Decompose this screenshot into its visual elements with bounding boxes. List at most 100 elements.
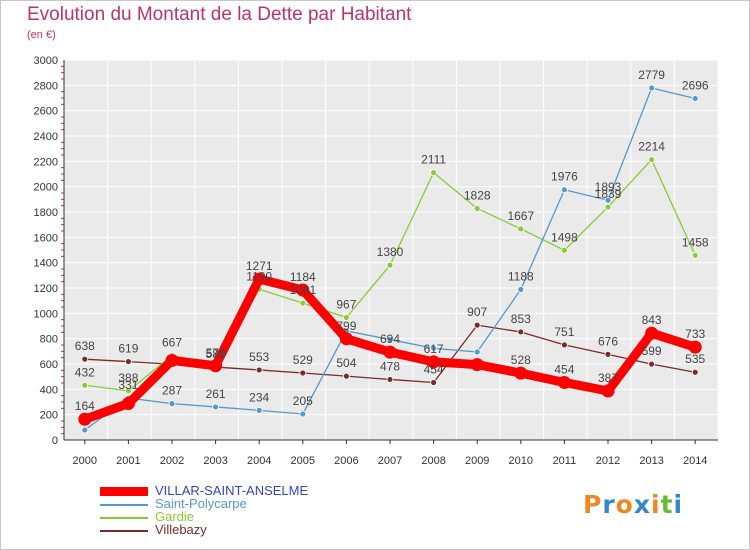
data-label: 529 [293, 353, 313, 367]
data-label: 261 [206, 387, 226, 401]
data-label: 676 [598, 334, 618, 348]
y-tick-label: 0 [52, 435, 58, 447]
data-point [165, 353, 179, 367]
data-label: 694 [380, 332, 400, 346]
data-label: 967 [336, 298, 356, 312]
x-tick-label: 2009 [465, 455, 489, 467]
data-point [604, 203, 612, 211]
y-tick-label: 1400 [34, 258, 58, 270]
data-point [688, 340, 702, 354]
data-point [383, 345, 397, 359]
data-point [561, 341, 568, 349]
data-point [604, 196, 612, 204]
data-point [299, 410, 307, 418]
data-point [561, 186, 568, 194]
data-label: 528 [511, 353, 531, 367]
y-tick-label: 1200 [34, 283, 58, 295]
data-point [473, 348, 481, 356]
data-label: 1188 [508, 270, 534, 284]
data-label: 287 [162, 384, 182, 398]
data-point [168, 400, 176, 408]
y-tick-label: 1800 [34, 207, 58, 219]
data-label: 1184 [290, 270, 316, 284]
data-point [473, 205, 481, 212]
data-point [296, 283, 310, 297]
data-point [386, 261, 394, 269]
data-point [81, 355, 89, 363]
legend-swatch [100, 530, 148, 532]
data-point [386, 336, 394, 343]
data-label: 205 [293, 394, 313, 408]
data-point [124, 358, 132, 365]
data-point [691, 251, 699, 259]
data-point [209, 359, 223, 373]
data-point [645, 326, 659, 340]
data-point [691, 368, 699, 376]
x-tick-label: 2001 [116, 455, 140, 467]
data-point [430, 344, 438, 352]
x-tick-label: 2010 [509, 455, 533, 467]
data-point [430, 379, 438, 386]
data-point [342, 372, 350, 380]
data-point [81, 381, 89, 389]
legend-swatch [100, 517, 148, 519]
data-point [255, 366, 263, 374]
x-tick-label: 2007 [378, 455, 402, 467]
data-point [601, 384, 615, 398]
data-point [427, 355, 441, 369]
data-label: 535 [685, 352, 705, 366]
legend-label: Gardie [155, 509, 195, 524]
data-label: 733 [685, 327, 705, 341]
data-label: 617 [424, 342, 444, 356]
y-tick-label: 2800 [34, 80, 58, 92]
y-tick-label: 1600 [34, 232, 58, 244]
data-label: 599 [642, 344, 662, 358]
x-tick-label: 2012 [596, 455, 620, 467]
data-point [514, 366, 528, 380]
legend-swatch [100, 487, 148, 496]
data-point [78, 412, 92, 426]
data-label: 504 [336, 356, 356, 370]
data-label: 586 [206, 347, 226, 361]
y-tick-label: 1000 [34, 308, 58, 320]
chart-unit: (en €) [27, 29, 56, 41]
data-label: 853 [511, 312, 531, 326]
data-point [648, 360, 655, 368]
x-tick-label: 2000 [73, 455, 97, 467]
data-label: 1893 [595, 180, 622, 194]
data-label: 454 [424, 362, 444, 376]
legend-label: Villebazy [155, 522, 207, 537]
data-label: 553 [249, 350, 269, 364]
data-point [299, 369, 307, 377]
data-point [430, 169, 438, 177]
data-point [339, 332, 353, 346]
data-point [648, 84, 655, 92]
legend-swatch [100, 504, 148, 506]
x-tick-label: 2008 [421, 455, 445, 467]
legend-label: Saint-Polycarpe [155, 496, 247, 511]
y-tick-label: 2000 [34, 182, 58, 194]
data-point [470, 358, 484, 372]
data-label: 478 [380, 359, 400, 373]
data-label: 667 [162, 336, 182, 350]
data-point [81, 426, 89, 434]
data-point [473, 321, 481, 329]
data-label: 1081 [289, 283, 316, 297]
data-label: 1190 [246, 269, 272, 283]
x-tick-label: 2005 [291, 455, 315, 467]
y-tick-label: 800 [40, 334, 58, 346]
chart-title: Evolution du Montant de la Dette par Hab… [27, 4, 412, 25]
data-label: 1498 [551, 230, 578, 244]
data-label: 638 [75, 339, 95, 353]
data-point [517, 286, 525, 293]
data-label: 388 [118, 371, 138, 385]
data-point [517, 328, 525, 336]
legend-label: VILLAR-SAINT-ANSELME [155, 483, 309, 498]
data-point [604, 350, 612, 358]
x-tick-label: 2011 [553, 455, 577, 467]
y-tick-label: 600 [40, 359, 58, 371]
data-label: 1458 [682, 235, 709, 249]
y-tick-label: 200 [40, 410, 58, 422]
data-point [386, 376, 394, 383]
